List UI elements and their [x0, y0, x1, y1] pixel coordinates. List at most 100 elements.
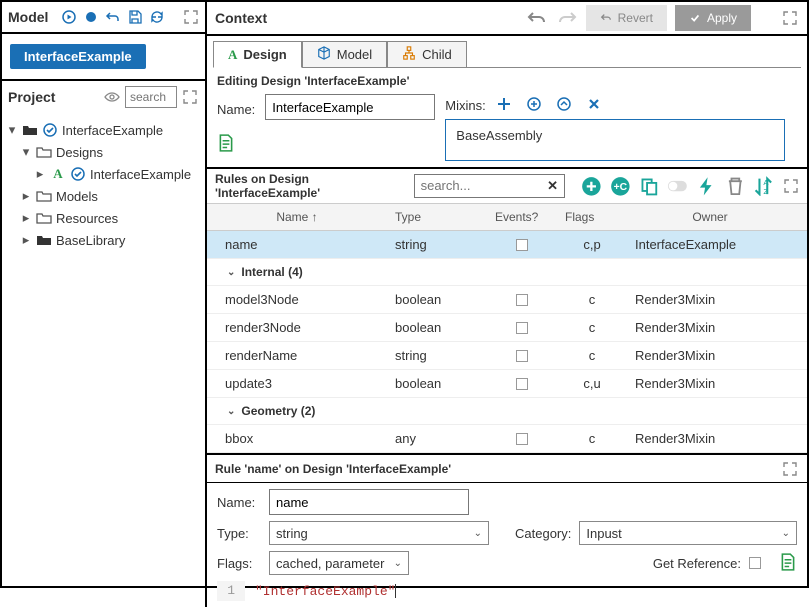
detail-flags-select[interactable]: cached, parameter⌄ [269, 551, 409, 575]
project-panel-header: Project [2, 81, 205, 113]
cell-type: boolean [387, 370, 487, 397]
folder-open-icon [22, 122, 38, 138]
tree-models[interactable]: ▸ Models [6, 185, 201, 207]
cell-name: renderName [207, 342, 387, 369]
checkbox-icon[interactable] [516, 239, 528, 251]
rules-search-input[interactable] [421, 178, 551, 193]
undo-icon[interactable] [105, 8, 121, 26]
hierarchy-icon [402, 46, 416, 63]
col-name[interactable]: Name ↑ [207, 204, 387, 230]
tab-label: Model [337, 47, 372, 62]
checkbox-icon[interactable] [516, 322, 528, 334]
name-label: Name: [217, 98, 255, 117]
checkbox-icon[interactable] [516, 350, 528, 362]
folder-icon [36, 210, 52, 226]
expand-icon[interactable] [183, 8, 199, 26]
document-icon[interactable] [217, 134, 435, 155]
expand-icon[interactable] [781, 9, 799, 27]
table-row[interactable]: name string c,p InterfaceExample [207, 231, 807, 259]
detail-type-label: Type: [217, 526, 261, 541]
toggle-icon[interactable] [667, 175, 688, 197]
context-tabs: A Design Model Child [207, 36, 807, 67]
lightning-icon[interactable] [696, 175, 717, 197]
checkbox-icon[interactable] [516, 433, 528, 445]
tab-child[interactable]: Child [387, 41, 467, 68]
undo-icon[interactable] [526, 7, 548, 29]
tree-designs[interactable]: ▾ Designs [6, 141, 201, 163]
expand-icon[interactable] [181, 88, 199, 106]
tab-design[interactable]: A Design [213, 41, 302, 68]
add-circle-icon[interactable] [581, 175, 602, 197]
table-row[interactable]: bbox any c Render3Mixin [207, 425, 807, 453]
group-label: Internal (4) [241, 265, 302, 279]
clear-icon[interactable]: ✕ [547, 178, 558, 194]
group-geometry[interactable]: ⌄Geometry (2) [207, 398, 807, 425]
tree-label: InterfaceExample [90, 167, 191, 182]
record-icon[interactable] [83, 8, 99, 26]
trash-icon[interactable] [725, 175, 746, 197]
apply-button[interactable]: Apply [675, 5, 751, 31]
table-row[interactable]: renderName string c Render3Mixin [207, 342, 807, 370]
col-flags[interactable]: Flags [557, 204, 627, 230]
cell-name: bbox [207, 425, 387, 452]
design-name-input[interactable] [265, 94, 435, 120]
detail-name-input[interactable] [269, 489, 469, 515]
code-editor[interactable]: 1 "InterfaceExample" [217, 581, 797, 601]
getref-checkbox[interactable] [749, 557, 761, 569]
table-row[interactable]: update3 boolean c,u Render3Mixin [207, 370, 807, 398]
tree-design-item[interactable]: ▸ A InterfaceExample [6, 163, 201, 185]
model-panel-header: Model [2, 2, 205, 34]
expand-icon[interactable] [781, 460, 799, 478]
detail-title: Rule 'name' on Design 'InterfaceExample' [215, 462, 451, 476]
group-internal[interactable]: ⌄Internal (4) [207, 259, 807, 286]
sort-icon[interactable]: AZ [753, 175, 774, 197]
design-a-icon: A [50, 166, 66, 182]
revert-button[interactable]: Revert [586, 5, 667, 31]
cell-name: model3Node [207, 286, 387, 313]
design-editor: Editing Design 'InterfaceExample' Name: … [207, 68, 807, 169]
detail-category-select[interactable]: Inpust⌄ [579, 521, 797, 545]
plus-icon[interactable] [496, 96, 512, 112]
close-icon[interactable] [586, 96, 602, 112]
copy-icon[interactable] [639, 175, 660, 197]
cell-flags: c [557, 342, 627, 369]
eye-icon[interactable] [103, 88, 121, 106]
checkbox-icon[interactable] [516, 378, 528, 390]
tree-resources[interactable]: ▸ Resources [6, 207, 201, 229]
cell-flags: c [557, 286, 627, 313]
circle-plus-icon[interactable] [526, 96, 542, 112]
col-type[interactable]: Type [387, 204, 487, 230]
checkbox-icon[interactable] [516, 294, 528, 306]
redo-icon[interactable] [556, 7, 578, 29]
model-tag[interactable]: InterfaceExample [10, 44, 146, 69]
tree-label: Models [56, 189, 98, 204]
expand-icon[interactable] [782, 177, 799, 195]
tree-baselib[interactable]: ▸ BaseLibrary [6, 229, 201, 251]
play-icon[interactable] [60, 8, 76, 26]
add-c-icon[interactable]: +C [610, 175, 631, 197]
document-icon[interactable] [779, 553, 797, 574]
table-row[interactable]: render3Node boolean c Render3Mixin [207, 314, 807, 342]
cell-owner: Render3Mixin [627, 286, 793, 313]
cell-type: string [387, 342, 487, 369]
context-header: Context Revert Apply [207, 2, 807, 36]
tree-root[interactable]: ▾ InterfaceExample [6, 119, 201, 141]
mixins-box[interactable]: BaseAssembly [445, 119, 785, 161]
table-row[interactable]: model3Node boolean c Render3Mixin [207, 286, 807, 314]
detail-name-label: Name: [217, 495, 261, 510]
rules-search[interactable]: ✕ [414, 174, 565, 198]
folder-open-icon [36, 144, 52, 160]
refresh-icon[interactable] [149, 8, 165, 26]
save-icon[interactable] [127, 8, 143, 26]
detail-type-select[interactable]: string⌄ [269, 521, 489, 545]
tree-label: InterfaceExample [62, 123, 163, 138]
svg-text:Z: Z [764, 187, 769, 196]
col-events[interactable]: Events? [487, 204, 557, 230]
up-circle-icon[interactable] [556, 96, 572, 112]
cell-owner: Render3Mixin [627, 370, 793, 397]
col-owner[interactable]: Owner [627, 204, 793, 230]
project-search-input[interactable] [125, 86, 177, 108]
tab-model[interactable]: Model [302, 41, 387, 68]
svg-text:A: A [764, 178, 770, 187]
check-circle-icon [42, 122, 58, 138]
